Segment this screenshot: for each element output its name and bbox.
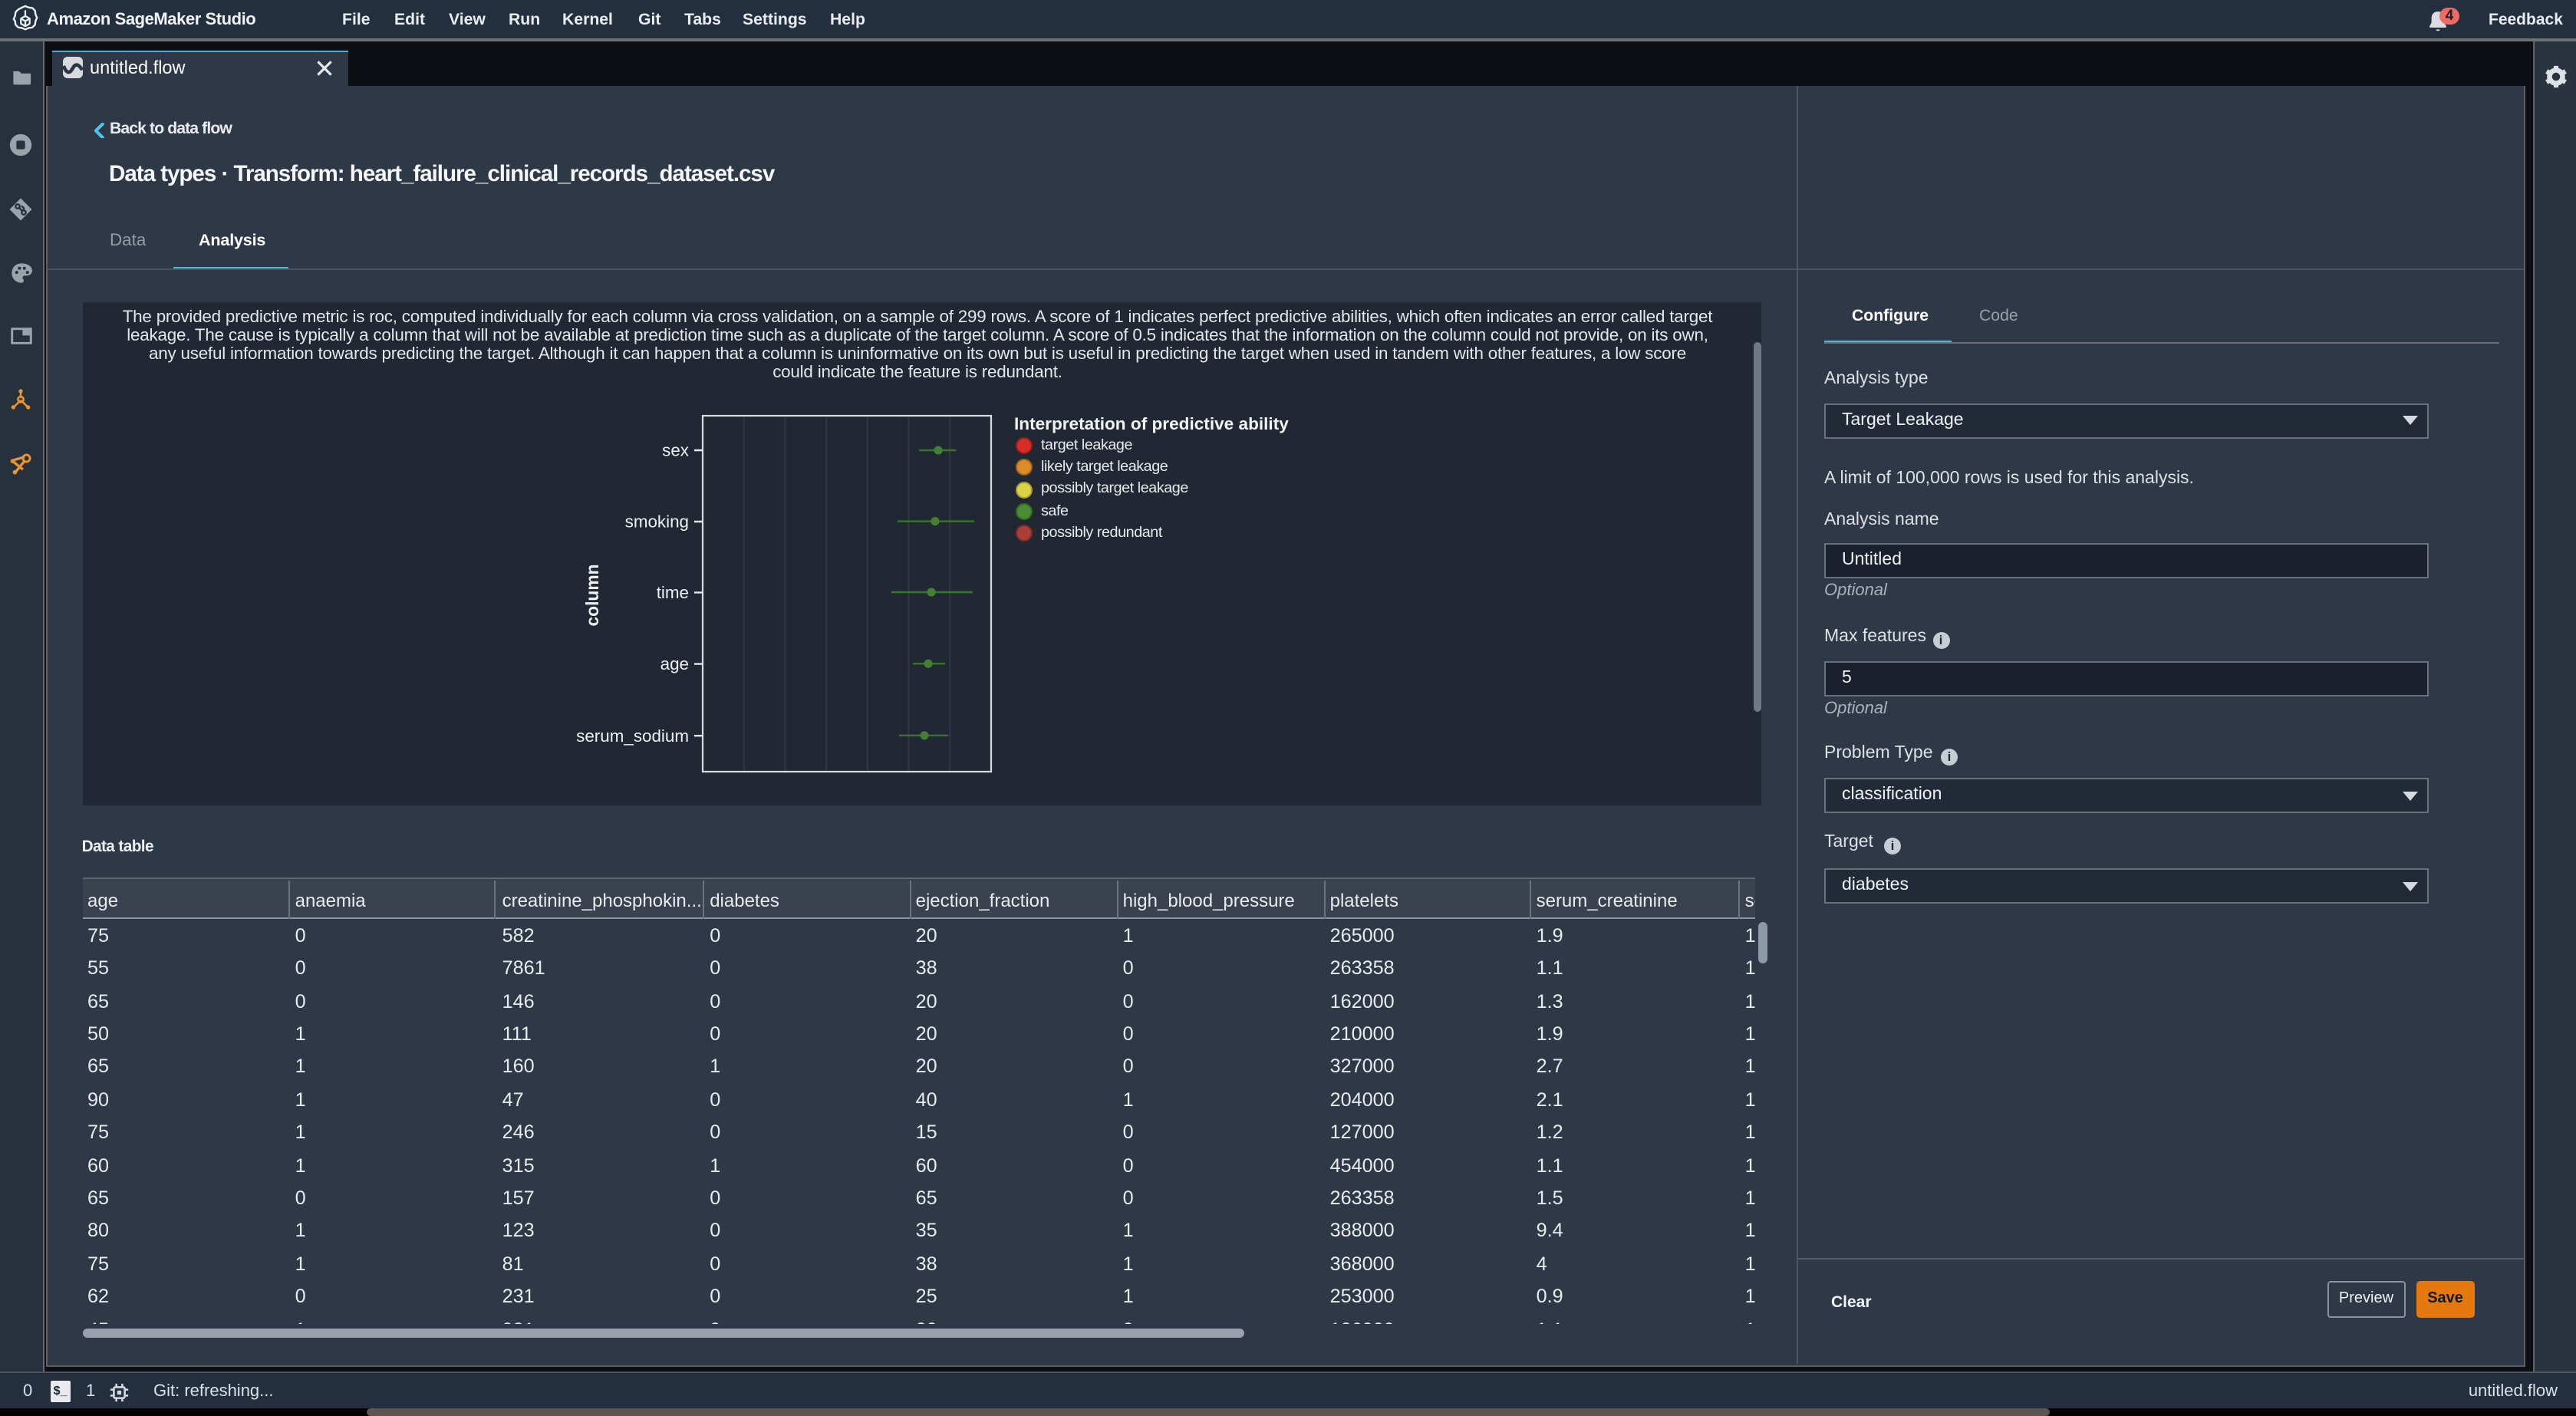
svg-text:column: column xyxy=(582,564,602,626)
svg-text:sex: sex xyxy=(662,441,689,460)
svg-text:age: age xyxy=(660,654,689,673)
svg-text:time: time xyxy=(657,583,689,602)
svg-text:serum_sodium: serum_sodium xyxy=(576,726,689,746)
svg-text:smoking: smoking xyxy=(625,512,689,532)
